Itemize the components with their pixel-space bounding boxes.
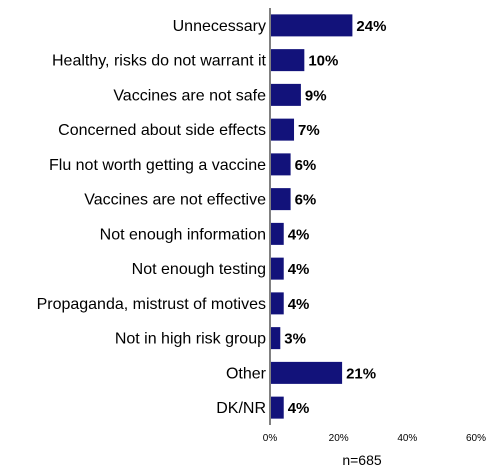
category-label: Not enough information <box>100 226 266 243</box>
category-label: Unnecessary <box>173 18 266 35</box>
data-label: 4% <box>288 400 310 417</box>
bar <box>271 118 295 141</box>
data-label: 6% <box>295 192 317 209</box>
bar <box>271 292 284 315</box>
bar <box>271 49 305 72</box>
category-label: Propaganda, mistrust of motives <box>37 296 266 313</box>
bar <box>271 188 291 211</box>
data-labels-group: 24% 10% 9% 7% 6% 6% 4% 4% 4% 3% 21% 4% <box>284 18 386 417</box>
data-label: 21% <box>346 365 376 382</box>
x-tick-label: 0% <box>263 433 278 444</box>
category-label: Concerned about side effects <box>58 122 266 139</box>
bar <box>271 222 284 245</box>
x-tick-labels-group: 0% 20% 40% 60% <box>263 433 486 444</box>
bar <box>271 257 284 280</box>
data-label: 7% <box>298 122 320 139</box>
x-tick-label: 20% <box>329 433 349 444</box>
data-label: 4% <box>288 226 310 243</box>
data-label: 24% <box>356 18 386 35</box>
category-label: DK/NR <box>216 400 266 417</box>
category-label: Healthy, risks do not warrant it <box>52 53 267 70</box>
data-label: 6% <box>295 157 317 174</box>
category-label: Other <box>226 365 267 382</box>
bar <box>271 153 291 176</box>
bar <box>271 361 343 384</box>
bar <box>271 14 353 37</box>
category-label: Flu not worth getting a vaccine <box>49 157 266 174</box>
data-label: 4% <box>288 261 310 278</box>
bar <box>271 396 284 419</box>
data-label: 4% <box>288 296 310 313</box>
x-tick-label: 40% <box>397 433 417 444</box>
category-label: Not enough testing <box>132 261 266 278</box>
bar <box>271 83 301 106</box>
category-label: Vaccines are not effective <box>84 192 266 209</box>
category-labels-group: Unnecessary Healthy, risks do not warrant… <box>37 18 267 417</box>
bar <box>271 327 281 350</box>
data-label: 9% <box>305 87 327 104</box>
bars-group <box>271 14 353 419</box>
x-tick-label: 60% <box>466 433 486 444</box>
sample-size-note: n=685 <box>342 452 382 468</box>
data-label: 3% <box>284 331 306 348</box>
category-label: Vaccines are not safe <box>113 87 266 104</box>
category-label: Not in high risk group <box>115 331 266 348</box>
data-label: 10% <box>308 53 338 70</box>
